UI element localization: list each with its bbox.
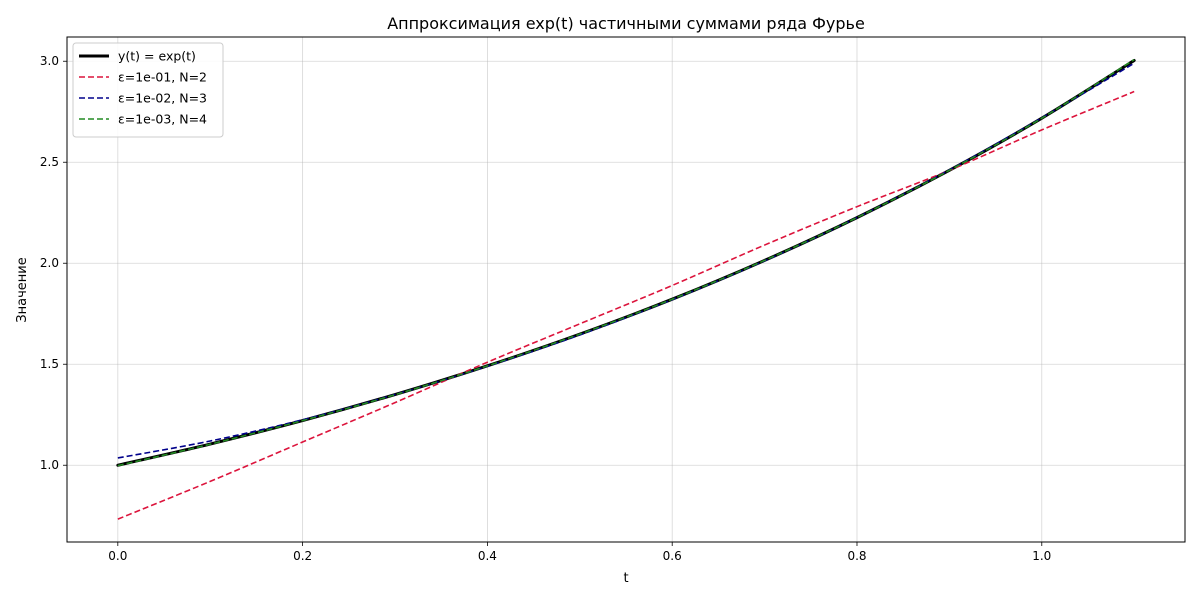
x-tick-label: 0.0 [108,549,127,563]
x-tick-label: 0.8 [847,549,866,563]
x-tick-label: 0.6 [663,549,682,563]
legend-label-3: ε=1e-02, N=3 [118,91,207,106]
chart-title: Аппроксимация exp(t) частичными суммами … [387,14,865,33]
y-tick-label: 3.0 [40,54,59,68]
legend-label-4: ε=1e-03, N=4 [118,112,207,127]
legend-box [72,42,224,138]
series-layer [116,58,1136,520]
legend-label-1: y(t) = exp(t) [118,49,196,64]
series-line-2 [117,90,1135,520]
y-axis-label: Значение [15,257,30,322]
y-tick-label: 2.0 [40,256,59,270]
grid [67,37,1185,542]
x-axis: 0.0 0.2 0.4 0.6 0.8 1.0 [108,542,1051,563]
x-tick-label: 0.4 [478,549,497,563]
y-tick-label: 1.5 [40,357,59,371]
x-axis-label: t [623,571,628,586]
y-tick-label: 2.5 [40,155,59,169]
y-tick-label: 1.0 [40,458,59,472]
y-axis: 1.0 1.5 2.0 2.5 3.0 [40,54,67,472]
legend: y(t) = exp(t) ε=1e-01, N=2 ε=1e-02, N=3 ε=1… [72,42,224,138]
x-tick-label: 0.2 [293,549,312,563]
x-tick-label: 1.0 [1032,549,1051,563]
plot-frame [66,36,1186,543]
legend-label-2: ε=1e-01, N=2 [118,70,207,85]
series-line-4 [117,58,1135,467]
